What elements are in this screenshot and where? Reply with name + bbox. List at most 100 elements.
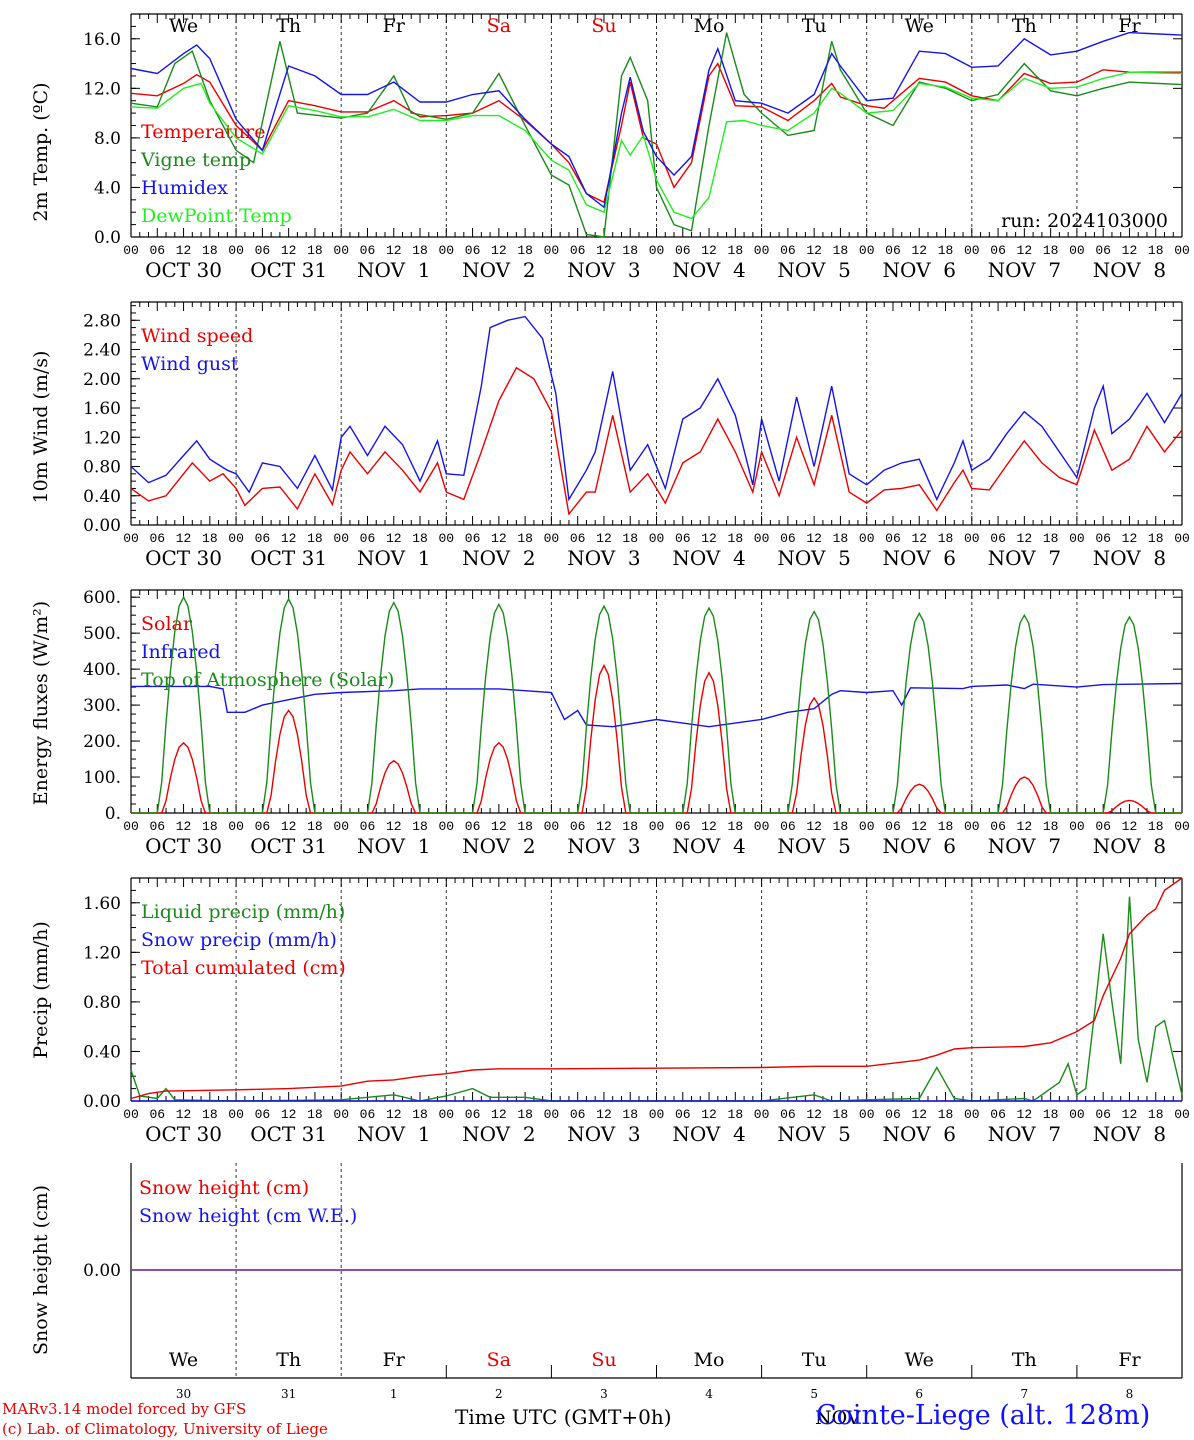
y-tick-label: 0.00: [83, 516, 121, 536]
hour-tick-label: 00: [859, 819, 875, 834]
legend-entry: Wind gust: [141, 353, 239, 375]
y-tick-label: 4.0: [94, 178, 121, 198]
hour-tick-label: 00: [649, 1107, 665, 1122]
hour-tick-label: 00: [1174, 819, 1190, 834]
hour-tick-label: 06: [990, 1107, 1006, 1122]
date-label: NOV 5: [777, 834, 850, 858]
hour-tick-label: 12: [491, 819, 507, 834]
hour-tick-label: 06: [675, 1107, 691, 1122]
hour-tick-label: 18: [833, 531, 849, 546]
hour-tick-label: 18: [412, 1107, 428, 1122]
hour-tick-label: 12: [701, 243, 717, 258]
hour-tick-label: 06: [570, 531, 586, 546]
hour-tick-label: 00: [438, 1107, 454, 1122]
y-tick-label: 200.: [83, 732, 121, 752]
hour-tick-label: 18: [1148, 531, 1164, 546]
day-name-bottom: Fr: [1118, 1349, 1141, 1371]
hour-tick-label: 18: [517, 819, 533, 834]
hour-tick-label: 00: [333, 1107, 349, 1122]
series-line-infrared: [131, 682, 1183, 728]
station-name: Cointe-Liege (alt. 128m): [816, 1400, 1151, 1431]
hour-tick-label: 12: [596, 1107, 612, 1122]
hour-tick-label: 18: [1148, 1107, 1164, 1122]
hour-tick-label: 18: [412, 243, 428, 258]
hour-tick-label: 00: [859, 243, 875, 258]
hour-tick-label: 18: [412, 531, 428, 546]
hour-tick-label: 06: [255, 1107, 271, 1122]
legend-entry: Snow height (cm W.E.): [139, 1205, 357, 1227]
hour-tick-label: 00: [438, 819, 454, 834]
hour-tick-label: 06: [465, 531, 481, 546]
day-name-bottom: Fr: [383, 1349, 406, 1371]
hour-tick-label: 00: [859, 531, 875, 546]
hour-tick-label: 18: [307, 243, 323, 258]
y-axis-label: Energy fluxes (W/m²): [30, 601, 52, 805]
date-label: NOV 4: [672, 258, 745, 282]
date-label: NOV 7: [988, 1122, 1061, 1146]
day-number: 2: [495, 1387, 503, 1401]
hour-tick-label: 18: [622, 1107, 638, 1122]
date-label: NOV 7: [988, 546, 1061, 570]
date-label: NOV 3: [567, 546, 640, 570]
series-line-top-of-atmosphere-solar: [131, 595, 1182, 814]
date-label: NOV 8: [1093, 1122, 1166, 1146]
hour-tick-label: 12: [281, 243, 297, 258]
y-tick-label: 0.40: [83, 487, 121, 507]
date-label: OCT 31: [250, 546, 327, 570]
date-label: NOV 1: [357, 834, 430, 858]
hour-tick-label: 06: [255, 819, 271, 834]
hour-tick-label: 00: [1174, 243, 1190, 258]
hour-tick-label: 18: [517, 243, 533, 258]
hour-tick-label: 00: [544, 531, 560, 546]
hour-tick-label: 00: [333, 243, 349, 258]
day-number: 8: [1126, 1387, 1134, 1401]
series-line-vigne-temp: [130, 32, 1183, 238]
hour-tick-label: 00: [228, 531, 244, 546]
y-tick-label: 1.60: [83, 399, 121, 419]
hour-tick-label: 12: [1122, 1107, 1138, 1122]
legend-entry: Solar: [141, 613, 193, 635]
hour-tick-label: 06: [675, 531, 691, 546]
hour-tick-label: 12: [491, 243, 507, 258]
date-label: NOV 2: [462, 834, 535, 858]
hour-tick-label: 00: [754, 531, 770, 546]
y-tick-label: 16.0: [83, 30, 121, 50]
y-tick-label: 2.40: [83, 341, 121, 361]
date-label: NOV 5: [777, 258, 850, 282]
series-line-humidex: [130, 31, 1183, 209]
hour-tick-label: 12: [281, 819, 297, 834]
hour-tick-label: 18: [517, 531, 533, 546]
y-tick-label: 12.0: [83, 79, 121, 99]
hour-tick-label: 00: [1174, 1107, 1190, 1122]
hour-tick-label: 00: [754, 819, 770, 834]
y-axis-label: Precip (mm/h): [30, 921, 52, 1059]
hour-tick-label: 06: [675, 819, 691, 834]
legend-entry: Wind speed: [141, 325, 253, 347]
legend-entry: Snow precip (mm/h): [141, 929, 337, 951]
legend-entry: DewPoint Temp: [141, 205, 292, 227]
day-name-top: Mo: [694, 15, 725, 37]
hour-tick-label: 00: [859, 1107, 875, 1122]
date-label: NOV 2: [462, 546, 535, 570]
y-tick-label: 8.0: [94, 129, 121, 149]
hour-tick-label: 06: [570, 819, 586, 834]
y-tick-label: 0.: [105, 804, 121, 824]
hour-tick-label: 18: [833, 1107, 849, 1122]
hour-tick-label: 00: [333, 531, 349, 546]
hour-tick-label: 12: [1122, 819, 1138, 834]
legend-entry: Infrared: [141, 641, 221, 663]
hour-tick-label: 06: [675, 243, 691, 258]
hour-tick-label: 06: [360, 1107, 376, 1122]
day-number: 3: [600, 1387, 608, 1401]
day-name-bottom: Th: [1012, 1349, 1037, 1371]
hour-tick-label: 00: [228, 243, 244, 258]
date-label: OCT 31: [250, 258, 327, 282]
hour-tick-label: 18: [938, 819, 954, 834]
day-name-bottom: Mo: [694, 1349, 725, 1371]
y-tick-label: 400.: [83, 660, 121, 680]
y-axis-label: 2m Temp. (ºC): [30, 82, 52, 221]
hour-tick-label: 12: [911, 243, 927, 258]
y-tick-label: 0.80: [83, 458, 121, 478]
hour-tick-label: 18: [833, 819, 849, 834]
